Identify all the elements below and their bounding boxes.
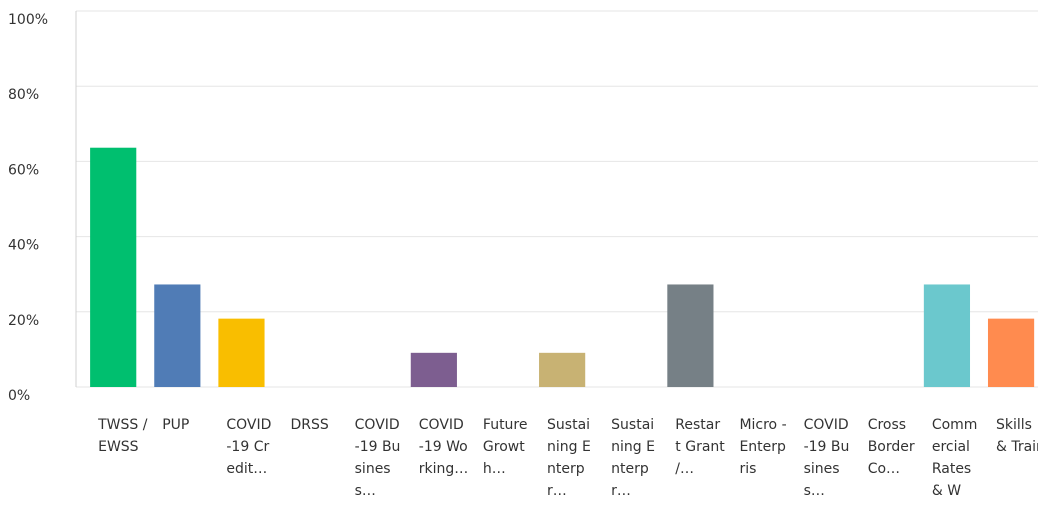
x-tick-label: COVID-19 Business… [803, 417, 850, 499]
x-tick-label: Micro - Enterpris [739, 417, 787, 477]
x-tick-label: PUP [162, 417, 190, 433]
bar [923, 284, 971, 387]
x-tick-label: Commercial Rates & Wa… [931, 417, 978, 499]
x-tick-label: Sustaining Enterpr… [547, 417, 591, 499]
bar [410, 352, 457, 387]
bar [90, 147, 137, 387]
x-tick-label: Sustaining Enterpr… [611, 417, 655, 499]
x-tick-label: COVID-19 Business… [354, 417, 401, 499]
y-tick-label: 100% [8, 12, 48, 28]
y-tick-label: 60% [8, 162, 39, 178]
y-tick-label: 0% [8, 388, 30, 404]
x-tick-label: Restart Grant /… [675, 417, 725, 477]
x-tick-label: DRSS [290, 417, 329, 433]
bar [987, 318, 1035, 387]
bar [667, 284, 714, 387]
x-tick-label: COVID-19 Working… [418, 417, 469, 477]
x-tick-label: Skills & Train [995, 417, 1038, 455]
x-tick-label: TWSS / EWSS [98, 417, 148, 455]
bar [218, 318, 265, 387]
x-tick-label: Cross Border Co… [867, 417, 915, 477]
bar [539, 352, 586, 387]
y-tick-label: 20% [8, 313, 39, 329]
bar [154, 284, 201, 387]
x-tick-label: Future Growth… [482, 417, 528, 477]
y-tick-label: 40% [8, 238, 39, 254]
y-tick-label: 80% [8, 87, 39, 103]
x-tick-label: COVID-19 Credit… [226, 417, 272, 477]
